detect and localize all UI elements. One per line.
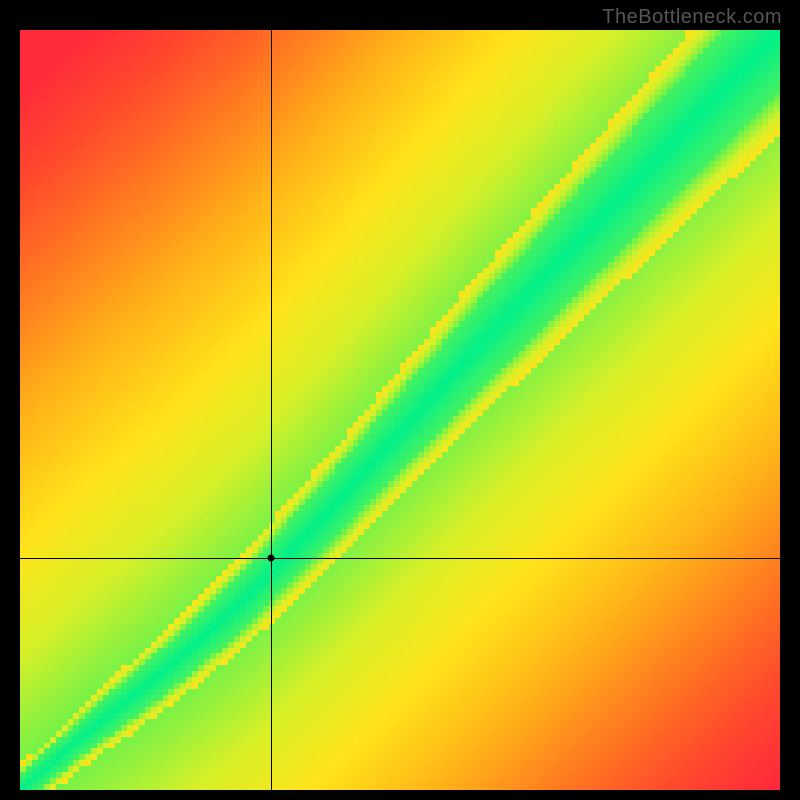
heatmap-canvas	[20, 30, 780, 790]
crosshair-vertical	[271, 30, 272, 790]
plot-area	[20, 30, 780, 790]
crosshair-horizontal	[20, 558, 780, 559]
watermark-text: TheBottleneck.com	[602, 6, 782, 29]
marker-dot	[267, 555, 274, 562]
chart-container: TheBottleneck.com	[0, 0, 800, 800]
